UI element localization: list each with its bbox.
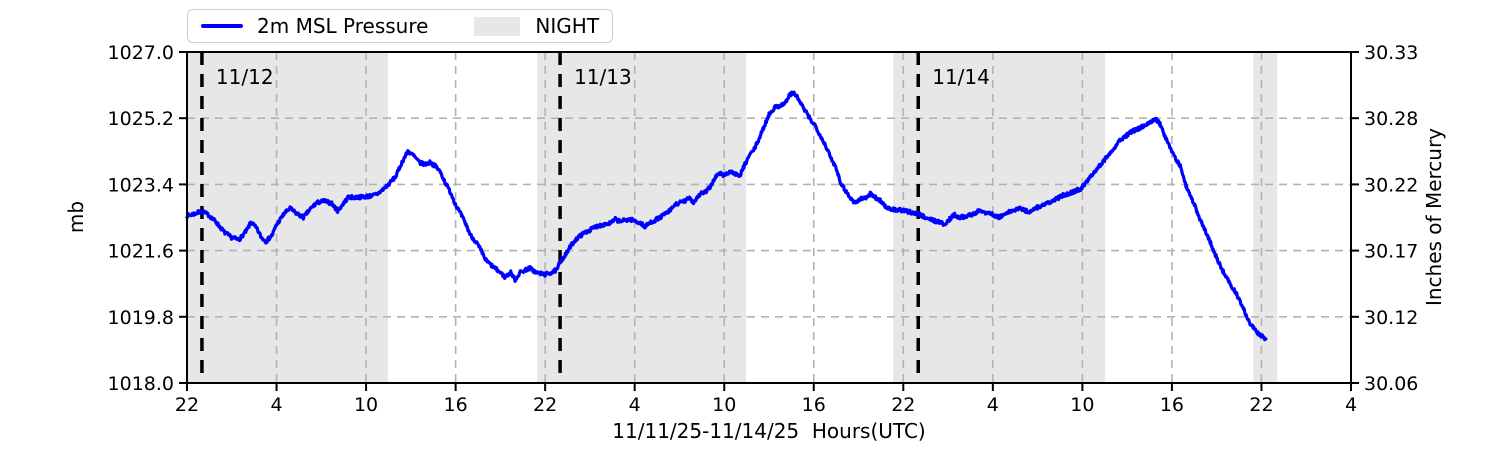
- y-tick-label-inhg: 30.17: [1364, 241, 1418, 263]
- x-tick-label: 22: [175, 394, 199, 416]
- y-tick-label-inhg: 30.33: [1364, 42, 1418, 64]
- x-tick-label: 10: [1070, 394, 1094, 416]
- y-tick-label-mb: 1025.2: [108, 108, 174, 130]
- night-band: [537, 52, 747, 383]
- y-tick-label-inhg: 30.28: [1364, 108, 1418, 130]
- legend-night-label: NIGHT: [535, 14, 600, 38]
- y-tick-label-mb: 1018.0: [108, 373, 174, 395]
- y-tick-label-inhg: 30.12: [1364, 307, 1418, 329]
- night-band: [1253, 52, 1278, 383]
- y-tick-label-mb: 1023.4: [108, 174, 174, 196]
- legend-night-swatch: [474, 16, 521, 36]
- y-axis-label-left: mb: [64, 200, 88, 234]
- day-label: 11/12: [216, 65, 274, 89]
- day-label: 11/14: [932, 65, 990, 89]
- y-tick-label-mb: 1019.8: [108, 307, 174, 329]
- y-axis-label-right: Inches of Mercury: [1422, 127, 1446, 307]
- axes-frame: [186, 51, 1352, 384]
- x-tick-label: 4: [629, 394, 641, 416]
- x-tick-label: 10: [354, 394, 378, 416]
- legend: 2m MSL Pressure NIGHT: [187, 9, 614, 43]
- x-tick-label: 4: [270, 394, 282, 416]
- legend-series-label: 2m MSL Pressure: [257, 14, 429, 38]
- y-tick-label-inhg: 30.06: [1364, 373, 1418, 395]
- x-tick-label: 22: [1249, 394, 1273, 416]
- x-tick-label: 4: [1345, 394, 1357, 416]
- x-axis-label: 11/11/25-11/14/25 Hours(UTC): [612, 419, 926, 443]
- x-tick-label: 22: [891, 394, 915, 416]
- x-tick-label: 16: [802, 394, 826, 416]
- x-tick-label: 22: [533, 394, 557, 416]
- x-tick-label: 16: [1160, 394, 1184, 416]
- x-tick-label: 10: [712, 394, 736, 416]
- y-tick-label-mb: 1027.0: [108, 42, 174, 64]
- y-tick-label-inhg: 30.22: [1364, 174, 1418, 196]
- night-band: [187, 52, 389, 383]
- x-tick-label: 4: [987, 394, 999, 416]
- day-label: 11/13: [574, 65, 632, 89]
- y-tick-label-mb: 1021.6: [108, 241, 174, 263]
- pressure-line: [185, 90, 1268, 342]
- x-tick-label: 16: [444, 394, 468, 416]
- legend-line-sample: [201, 24, 243, 28]
